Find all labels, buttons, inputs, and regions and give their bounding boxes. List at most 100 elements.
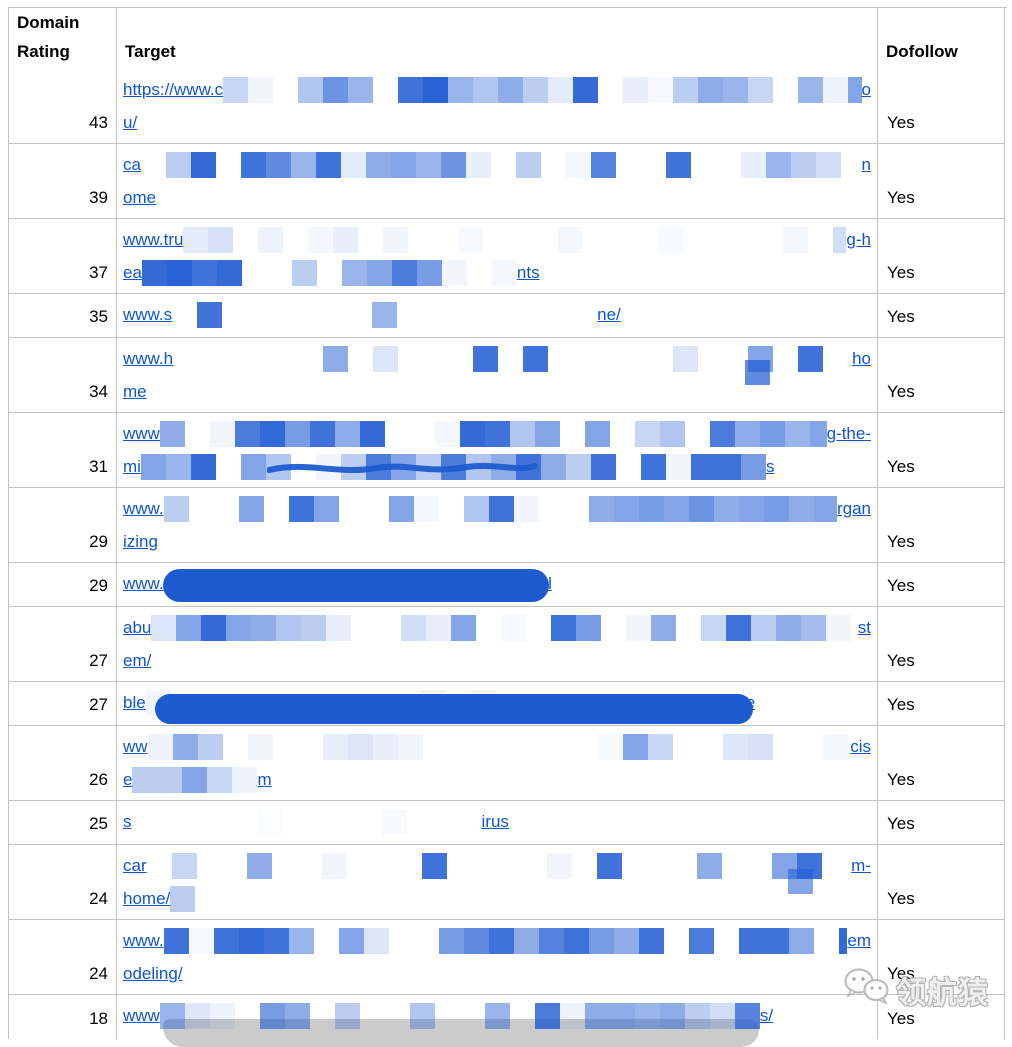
target-link-text[interactable]: s [765,456,775,476]
mosaic-block [838,927,848,954]
mosaic-block [308,226,334,253]
mosaic-block [432,809,457,835]
dofollow-value: Yes [878,219,1005,294]
mosaic-block [423,76,449,103]
mosaic-block [265,151,291,178]
mosaic-block [259,1002,285,1029]
target-link-text[interactable]: u/ [123,112,138,132]
target-link-text[interactable]: www. [123,498,164,518]
mosaic-block [563,927,589,954]
mosaic-block [622,733,648,760]
mosaic-block [197,853,222,879]
redaction-mosaic [159,1002,760,1029]
mosaic-block [434,420,460,447]
mosaic-block [559,1002,585,1029]
target-link-text[interactable]: car [123,855,147,875]
mosaic-block [576,614,602,641]
mosaic-block [633,227,658,253]
target-link-text[interactable]: abu [123,617,152,637]
domain-rating-value: 29 [9,563,117,607]
target-link-text[interactable]: g-h [846,229,871,249]
mosaic-block [763,927,789,954]
target-link-text[interactable]: www. [123,930,164,950]
target-link-text[interactable]: www.tru [123,229,184,249]
target-link-text[interactable]: www [123,423,160,443]
mosaic-block [716,152,741,178]
mosaic-block [247,733,273,760]
target-link-text[interactable]: ea [123,262,142,282]
mosaic-block [226,614,252,641]
mosaic-block [598,77,623,103]
mosaic-block [314,928,339,954]
target-link-text[interactable]: ble [123,692,146,712]
target-link-text[interactable]: ho [852,348,871,368]
mosaic-block [573,734,598,760]
mosaic-block [421,852,447,879]
mosaic-block [814,928,839,954]
target-link-text[interactable]: www. [123,573,164,593]
target-cell: abu st em/ [117,607,878,682]
target-link-text[interactable]: odeling/ [123,963,183,983]
target-link-text[interactable]: www [123,1005,160,1025]
target-link-text[interactable]: mi [123,456,141,476]
mosaic-block [191,259,217,286]
mosaic-block [808,227,833,253]
mosaic-block [391,259,417,286]
mosaic-block [451,614,477,641]
target-link-text[interactable]: cis [850,736,871,756]
target-link-text[interactable]: www.h [123,348,174,368]
target-link-text[interactable]: st [857,617,871,637]
mosaic-block [398,76,424,103]
mosaic-block [151,614,177,641]
mosaic-block [242,260,267,286]
mosaic-block [501,614,527,641]
target-link-text[interactable]: ome [123,187,157,207]
table-row: 24 www. em odeling/Yes [9,920,1007,995]
target-link-text[interactable]: https://www.c [123,79,224,99]
mosaic-block [623,346,648,372]
mosaic-block [539,496,564,522]
target-link-text[interactable]: e [123,769,133,789]
target-link-text[interactable]: em [847,930,871,950]
mosaic-block [341,259,367,286]
target-link-text[interactable]: izing [123,531,158,551]
target-link-text[interactable]: o [861,79,871,99]
mosaic-block [588,495,614,522]
mosaic-block [157,809,182,835]
target-link-text[interactable]: rgan [836,498,871,518]
target-link-text[interactable]: ne/ [597,304,621,324]
redaction-mosaic [163,927,848,954]
target-link-text[interactable]: m [257,769,272,789]
target-link-text[interactable]: ww [123,736,148,756]
target-link-text[interactable]: home/ [123,888,171,908]
mosaic-block [609,1002,635,1029]
redaction-mosaic [151,614,857,641]
target-url-line: home/ [123,882,871,915]
mosaic-block [197,301,223,328]
target-link-text[interactable]: me [123,381,147,401]
target-link-text[interactable]: g-the- [826,423,871,443]
mosaic-block [347,853,372,879]
target-link-text[interactable]: em/ [123,650,152,670]
mosaic-block [298,734,323,760]
target-link-text[interactable]: irus [481,811,509,831]
target-link-text[interactable]: s/ [759,1005,774,1025]
mosaic-block [132,809,157,835]
mosaic-block [751,614,777,641]
mosaic-block [701,614,727,641]
mosaic-block [347,302,372,328]
target-link-text[interactable]: nts [516,262,540,282]
target-link-text[interactable]: s [123,811,132,831]
mosaic-block [483,227,508,253]
mosaic-block [457,809,482,835]
mosaic-block [565,151,591,178]
target-link-text[interactable]: n [861,154,871,174]
target-link-text[interactable]: ca [123,154,141,174]
target-link-text[interactable]: www.s [123,304,173,324]
mosaic-block [773,346,798,372]
mosaic-block [522,853,547,879]
target-cell: s irus [117,801,878,845]
mosaic-block [297,853,322,879]
target-link-text[interactable]: m- [851,855,871,875]
mosaic-block [723,76,749,103]
